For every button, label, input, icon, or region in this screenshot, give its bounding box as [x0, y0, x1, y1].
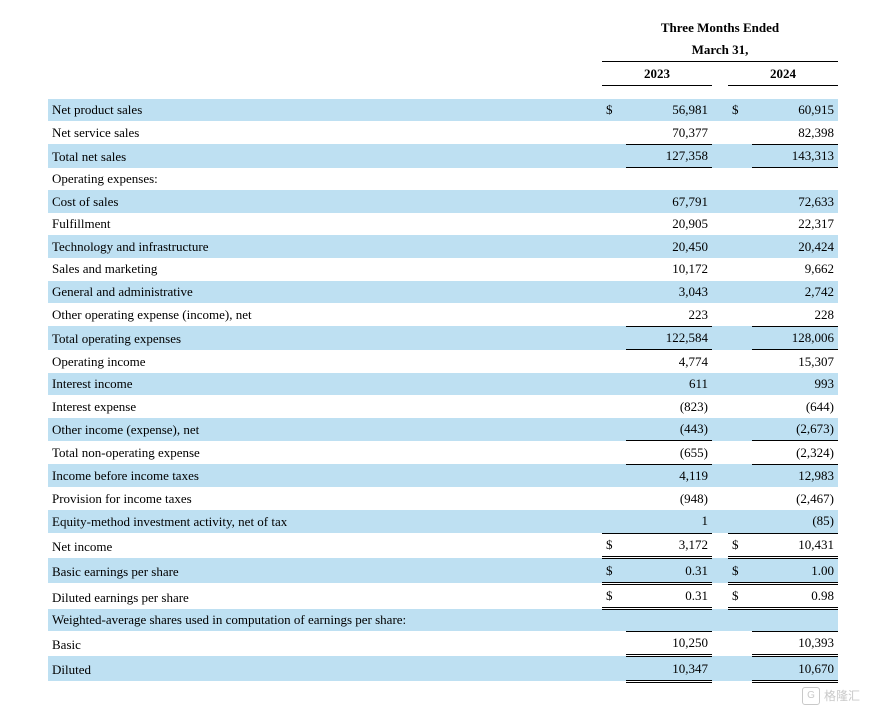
row-total-opex: Total operating expenses 122,584 128,006 [48, 326, 838, 350]
row-wash-diluted: Diluted 10,347 10,670 [48, 656, 838, 682]
row-income-before-tax: Income before income taxes 4,119 12,983 [48, 464, 838, 487]
col-year-2023: 2023 [602, 62, 712, 86]
row-other-op-expense: Other operating expense (income), net 22… [48, 303, 838, 326]
row-tech-infra: Technology and infrastructure 20,450 20,… [48, 235, 838, 258]
row-cost-of-sales: Cost of sales 67,791 72,633 [48, 190, 838, 213]
row-operating-income: Operating income 4,774 15,307 [48, 350, 838, 373]
row-total-nonop: Total non-operating expense (655) (2,324… [48, 441, 838, 465]
row-net-income: Net income $ 3,172 $ 10,431 [48, 533, 838, 558]
income-statement-table: Three Months Ended March 31, 2023 2024 N… [48, 16, 838, 683]
row-net-service-sales: Net service sales 70,377 82,398 [48, 121, 838, 144]
row-opex-header: Operating expenses: [48, 168, 838, 191]
row-basic-eps: Basic earnings per share $ 0.31 $ 1.00 [48, 558, 838, 584]
col-year-2024: 2024 [728, 62, 838, 86]
period-title-line1: Three Months Ended [602, 16, 838, 39]
period-title-line2: March 31, [602, 39, 838, 62]
watermark: G 格隆汇 [802, 687, 860, 705]
row-sales-marketing: Sales and marketing 10,172 9,662 [48, 258, 838, 281]
watermark-text: 格隆汇 [824, 687, 860, 704]
row-other-income: Other income (expense), net (443) (2,673… [48, 418, 838, 441]
row-g-and-a: General and administrative 3,043 2,742 [48, 281, 838, 304]
row-net-product-sales: Net product sales $ 56,981 $ 60,915 [48, 99, 838, 122]
row-interest-income: Interest income 611 993 [48, 373, 838, 396]
row-total-net-sales: Total net sales 127,358 143,313 [48, 144, 838, 168]
row-wash-basic: Basic 10,250 10,393 [48, 631, 838, 656]
row-wash-header: Weighted-average shares used in computat… [48, 609, 838, 632]
row-diluted-eps: Diluted earnings per share $ 0.31 $ 0.98 [48, 583, 838, 609]
row-provision-tax: Provision for income taxes (948) (2,467) [48, 487, 838, 510]
row-fulfillment: Fulfillment 20,905 22,317 [48, 213, 838, 236]
row-interest-expense: Interest expense (823) (644) [48, 395, 838, 418]
watermark-logo-icon: G [802, 687, 820, 705]
row-equity-method: Equity-method investment activity, net o… [48, 510, 838, 533]
